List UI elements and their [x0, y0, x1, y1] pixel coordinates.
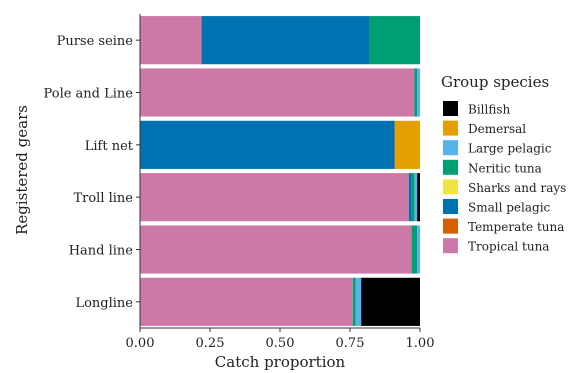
bar-segment-neritic-tuna-troll-line	[411, 173, 415, 222]
legend-label: Temperate tuna	[468, 220, 564, 234]
bar-segment-small-pelagic-purse-seine	[201, 16, 370, 65]
bar-segment-demersal-lift-net	[394, 120, 420, 169]
bar-segment-large-pelagic-hand-line	[417, 225, 420, 274]
legend-swatch	[443, 120, 458, 136]
bars-layer	[140, 16, 420, 326]
y-axis-ticks: Purse seine Pole and Line Lift net Troll li…	[44, 34, 140, 311]
legend-label: Neritic tuna	[468, 161, 542, 175]
bar-segment-neritic-tuna-purse-seine	[369, 16, 420, 65]
bar-segment-tropical-tuna-purse-seine	[140, 16, 202, 65]
x-tick-label: 1.00	[406, 336, 435, 351]
legend-swatch	[443, 199, 458, 214]
bar-segment-billfish-longline	[361, 277, 420, 326]
y-tick-label: Pole and Line	[44, 87, 134, 102]
bar-segment-small-pelagic-lift-net	[140, 120, 395, 169]
legend-swatch	[443, 238, 458, 254]
x-axis-ticks: 0.00 0.25 0.50 0.75 1.00	[126, 328, 435, 351]
legend-label: Billfish	[468, 103, 510, 117]
y-tick-label: Troll line	[73, 191, 133, 206]
legend-label: Large pelagic	[468, 142, 552, 156]
legend-label: Sharks and rays	[468, 181, 566, 195]
bar-segment-neritic-tuna-pole-and-line	[414, 68, 418, 117]
legend-swatch	[443, 101, 458, 116]
bar-segment-tropical-tuna-hand-line	[140, 225, 412, 274]
x-tick-label: 0.75	[336, 336, 365, 351]
x-axis-label: Catch proportion	[215, 353, 346, 371]
y-tick-label: Lift net	[85, 139, 134, 154]
bar-segment-tropical-tuna-pole-and-line	[140, 68, 415, 117]
legend-swatch	[443, 159, 458, 175]
legend: Group species Billfish Demersal Large pela…	[441, 73, 566, 254]
x-tick-label: 0.25	[196, 336, 225, 351]
y-tick-label: Longline	[75, 296, 133, 311]
legend-label: Demersal	[468, 122, 526, 136]
bar-segment-large-pelagic-pole-and-line	[417, 68, 420, 117]
bar-segment-tropical-tuna-troll-line	[140, 173, 409, 222]
legend-label: Tropical tuna	[468, 240, 549, 254]
bar-segment-large-pelagic-troll-line	[414, 173, 418, 222]
bar-segment-neritic-tuna-longline	[352, 277, 356, 326]
bar-segment-billfish-troll-line	[417, 173, 420, 222]
bar-segment-large-pelagic-longline	[355, 277, 362, 326]
bar-segment-small-pelagic-troll-line	[408, 173, 412, 222]
legend-swatch	[443, 140, 458, 156]
legend-swatch	[443, 179, 458, 195]
y-axis-label: Registered gears	[13, 105, 31, 235]
bar-segment-neritic-tuna-hand-line	[411, 225, 418, 274]
x-tick-label: 0.00	[126, 336, 155, 351]
x-tick-label: 0.50	[266, 336, 295, 351]
legend-label: Small pelagic	[468, 201, 551, 215]
y-tick-label: Hand line	[69, 244, 134, 259]
y-tick-label: Purse seine	[57, 34, 134, 49]
legend-swatch	[443, 218, 458, 234]
bar-segment-tropical-tuna-longline	[140, 277, 353, 326]
legend-title: Group species	[441, 73, 549, 91]
